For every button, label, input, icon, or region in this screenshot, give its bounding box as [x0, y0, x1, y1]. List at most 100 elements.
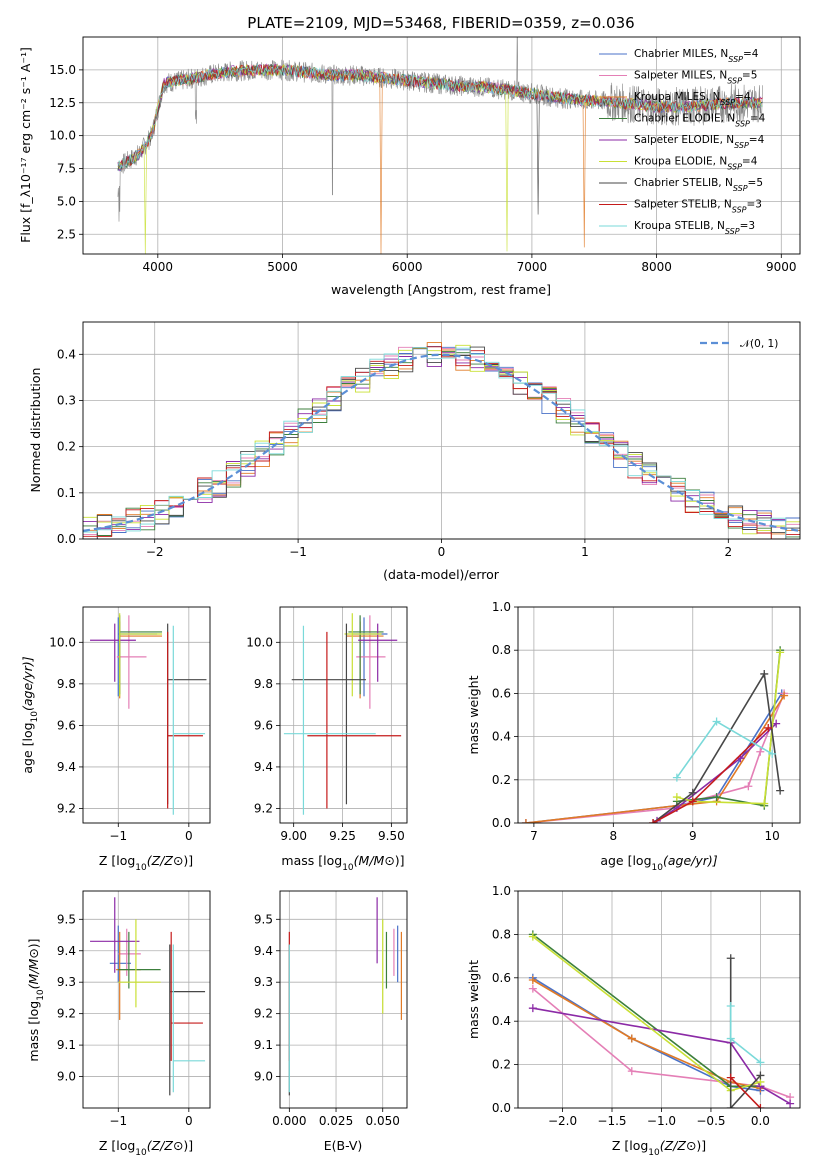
x-label-tail: ⊙)]: [384, 853, 404, 868]
x-label-sub: 10: [648, 1148, 660, 1158]
y-tick-label: 0.4: [57, 347, 76, 361]
y-tick-label: 9.2: [254, 1007, 273, 1021]
legend-label-main: Chabrier ELODIE, N: [634, 113, 735, 125]
x-tick-label: 4000: [143, 260, 174, 274]
data-point-marker: [780, 691, 789, 700]
y-tick-label: 0.6: [492, 686, 511, 700]
data-point-marker: [764, 723, 773, 732]
y-tick-label: 9.4: [57, 944, 76, 958]
x-label-sub: 10: [652, 863, 664, 873]
salpeter-miles-errorbar: [118, 928, 141, 976]
y-tick-label: 0.0: [492, 816, 511, 830]
y-axis-label: mass weight: [466, 675, 481, 754]
data-point-marker: [756, 1058, 765, 1067]
weight-vs-age-panel: 7 8 9 10 0.0 0.2 0.4 0.6 0.8 1.0 mass weight age [l…: [466, 600, 801, 873]
legend-label-sub: SSP: [732, 205, 747, 214]
data-point-marker: [760, 799, 769, 808]
legend-label-sub: SSP: [727, 162, 742, 171]
plot-area: [283, 613, 402, 815]
spectrum-title: PLATE=2109, MJD=53468, FIBERID=0359, z=0…: [247, 14, 634, 32]
x-tick-label: −1.0: [647, 1114, 676, 1128]
data-point-marker: [726, 1002, 735, 1011]
plot-area: [528, 930, 795, 1108]
data-point-marker: [756, 1071, 765, 1080]
x-tick-label: 0.025: [319, 1114, 353, 1128]
series-line: [656, 723, 777, 822]
data-point-marker: [649, 819, 658, 823]
plot-area: [117, 37, 763, 254]
legend-label-tail: =5: [748, 177, 763, 189]
x-tick-label: 8000: [641, 260, 672, 274]
legend-label-main: Kroupa MILES, N: [634, 91, 720, 103]
y-tick-label: 12.5: [49, 96, 76, 110]
y-tick-label: 0.4: [492, 1014, 511, 1028]
chabrier-elodie-errorbar: [118, 931, 161, 989]
observed-spectrum-line: [117, 37, 763, 222]
x-axis-label: Z [log10(Z/Z⊙)]: [99, 1138, 193, 1158]
y-axis-label: mass [log10(M/M⊙)]: [26, 938, 46, 1061]
ticks: 9.00 9.25 9.50 9.2 9.4 9.6 9.8 10.0: [246, 635, 404, 843]
ticks: −1 0 9.2 9.4 9.6 9.8 10.0: [49, 635, 192, 843]
series-line: [730, 1077, 761, 1108]
axes-frame: [517, 890, 801, 1109]
x-tick-label: 0.050: [366, 1114, 400, 1128]
x-tick-label: 9: [689, 829, 697, 843]
ticks: 0.000 0.025 0.050 9.0 9.1 9.2 9.3 9.4 9.5: [254, 912, 400, 1128]
x-axis-label: wavelength [Angstrom, rest frame]: [331, 282, 551, 297]
y-tick-label: 9.2: [57, 801, 76, 815]
x-axis-label: age [log10(age/yr)]: [600, 853, 717, 873]
legend-label: Kroupa STELIB, NSSP=3: [634, 220, 755, 236]
legend-label-main: Salpeter ELODIE, N: [634, 134, 734, 146]
salpeter-miles-series: [521, 689, 789, 823]
axes-border: [279, 606, 408, 824]
legend-label-sub: SSP: [720, 98, 735, 107]
data-point-marker: [528, 932, 537, 941]
y-tick-label: 9.0: [57, 1070, 76, 1084]
data-point-marker: [760, 669, 769, 678]
salpeter-stelib-series: [649, 723, 773, 823]
y-tick-label: 9.4: [254, 944, 273, 958]
data-point-marker: [726, 954, 735, 963]
ticks: −2.0 −1.5 −1.0 −0.5 0.0 0.0 0.2 0.4 0.6 0.8 1.0: [492, 884, 770, 1128]
y-tick-label: 9.8: [57, 677, 76, 691]
x-tick-label: 9.25: [329, 829, 356, 843]
x-tick-label: −1: [109, 1114, 127, 1128]
series-line: [532, 1007, 791, 1105]
series-line: [532, 933, 761, 1088]
x-label-tail: ⊙)]: [173, 1138, 193, 1153]
series-line: [525, 695, 785, 823]
axes-frame: [279, 890, 408, 1109]
legend-label: Kroupa ELODIE, NSSP=4: [634, 156, 758, 172]
legend-label-tail: =4: [743, 48, 759, 60]
y-tick-label: 9.5: [254, 912, 273, 926]
grid: [518, 606, 800, 824]
data-point-marker: [744, 782, 753, 791]
legend-label-tail: =3: [740, 220, 755, 232]
age-vs-metallicity-panel: −1 09.29.49.69.810.0Z [log10(Z/Z⊙)]age [l…: [20, 606, 211, 873]
kroupa-miles-series: [521, 691, 789, 823]
data-point-marker: [772, 719, 781, 728]
axes-frame: [517, 606, 801, 824]
y-axis-label: Normed distribution: [28, 368, 43, 493]
axes-border: [82, 36, 801, 255]
x-label-rest: (Z/Z: [660, 1138, 687, 1153]
y-tick-label: 9.3: [254, 975, 273, 989]
y-label-sub: 10: [30, 711, 40, 723]
legend-label-main: Kroupa STELIB, N: [634, 220, 725, 232]
kroupa-stelib-errorbar: [283, 625, 376, 815]
y-tick-label: 0.0: [57, 532, 76, 546]
plot-area: [90, 613, 207, 815]
x-label-rest: (Z/Z: [147, 853, 174, 868]
x-tick-label: 9.00: [280, 829, 307, 843]
data-point-marker: [528, 984, 537, 993]
data-point-marker: [528, 1004, 537, 1013]
x-tick-label: 0.000: [272, 1114, 306, 1128]
legend-label: Salpeter ELODIE, NSSP=4: [634, 134, 765, 150]
kroupa-stelib-model-line: [117, 63, 763, 170]
x-tick-label: 0: [185, 829, 193, 843]
residual-histogram-panel: −2 −1 0 1 2 0.0 0.1 0.2 0.3 0.4 𝒩(0, 1) (data-model…: [28, 321, 801, 582]
data-point-marker: [521, 819, 530, 823]
x-axis-label: mass [log10(M/M⊙)]: [281, 853, 404, 873]
x-label-sub: 10: [135, 1148, 147, 1158]
